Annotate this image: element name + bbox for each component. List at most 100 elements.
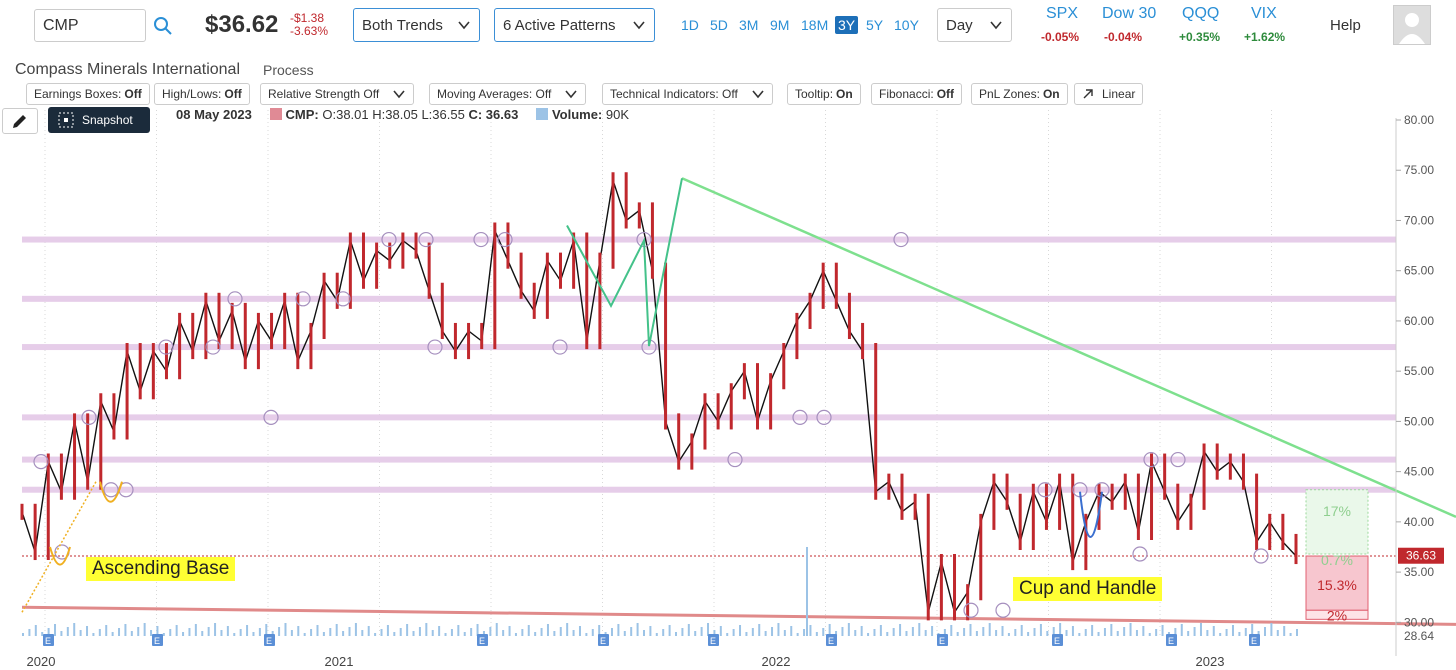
search-icon[interactable] xyxy=(152,15,174,37)
volume-bar xyxy=(860,626,863,636)
chevron-down-icon xyxy=(633,21,645,30)
chevron-down-icon xyxy=(565,90,577,99)
index-vix[interactable]: VIX xyxy=(1251,5,1277,22)
index-dow[interactable]: Dow 30 xyxy=(1102,5,1157,22)
range-5y[interactable]: 5Y xyxy=(866,17,884,33)
ascending-base-cup xyxy=(49,546,71,566)
volume-bar xyxy=(854,630,857,636)
volume-bar xyxy=(143,623,146,636)
earnings-marker xyxy=(264,634,275,646)
volume-bar xyxy=(815,632,818,636)
volume-bar xyxy=(239,629,242,636)
range-9m[interactable]: 9M xyxy=(770,17,790,33)
moving-averages-dropdown[interactable]: Moving Averages: Off xyxy=(429,83,587,105)
volume-bar xyxy=(1084,629,1087,636)
y-tick-label: 70.00 xyxy=(1404,213,1434,227)
avatar[interactable] xyxy=(1393,5,1431,45)
cup-pattern xyxy=(1079,491,1103,538)
chevron-down-icon xyxy=(990,21,1002,30)
earnings-marker-label: E xyxy=(600,636,606,646)
earnings-marker-label: E xyxy=(154,636,160,646)
scale-toggle[interactable]: Linear xyxy=(1074,83,1144,105)
draw-tool-button[interactable] xyxy=(2,108,38,134)
volume-bar xyxy=(975,631,978,636)
volume-bar xyxy=(425,623,428,636)
ticker-search-input[interactable] xyxy=(34,9,146,42)
fibonacci-toggle[interactable]: Fibonacci: Off xyxy=(871,83,963,105)
volume-bar xyxy=(899,624,902,636)
volume-bar xyxy=(450,629,453,636)
volume-bar xyxy=(630,627,633,636)
volume-bar xyxy=(1110,624,1113,636)
range-3m[interactable]: 3M xyxy=(739,17,759,33)
index-spx[interactable]: SPX xyxy=(1046,5,1079,22)
volume-bar xyxy=(1270,623,1273,636)
volume-bar xyxy=(726,633,729,636)
volume-bar xyxy=(642,630,645,636)
pnl-stop-zone xyxy=(1305,609,1369,620)
pivot-marker xyxy=(1143,451,1159,468)
volume-bar xyxy=(950,625,953,636)
volume-bar xyxy=(745,632,748,636)
volume-bar xyxy=(1103,628,1106,636)
pnl-zones-toggle[interactable]: PnL Zones: On xyxy=(971,83,1068,105)
resistance-band xyxy=(22,236,1396,243)
volume-bar xyxy=(796,633,799,636)
volume-bar xyxy=(438,626,441,636)
index-qqq[interactable]: QQQ xyxy=(1182,5,1220,22)
volume-bar xyxy=(1199,623,1202,636)
volume-bar xyxy=(361,630,364,636)
pivot-marker xyxy=(893,231,909,248)
y-min-label: 28.64 xyxy=(1404,629,1434,643)
patterns-dropdown[interactable]: 6 Active Patterns xyxy=(494,8,655,42)
technical-indicators-dropdown[interactable]: Technical Indicators: Off xyxy=(602,83,773,105)
volume-bar xyxy=(399,628,402,636)
price-chart[interactable]: 17% 0.7% 15.3% 2% 80.00 75.00 70.00 65.00 60.00… xyxy=(0,110,1456,670)
volume-spike xyxy=(806,546,808,636)
volume-bar xyxy=(137,627,140,636)
help-link[interactable]: Help xyxy=(1330,17,1361,34)
volume-bar xyxy=(502,630,505,636)
price-change: -$1.38 -3.63% xyxy=(290,11,329,38)
range-10y[interactable]: 10Y xyxy=(894,17,919,33)
volume-bar xyxy=(431,630,434,636)
volume-bar xyxy=(348,627,351,636)
process-link[interactable]: Process xyxy=(263,62,314,78)
volume-bar xyxy=(585,633,588,636)
ascending-base-cup xyxy=(99,481,123,503)
volume-bar xyxy=(290,630,293,636)
interval-dropdown[interactable]: Day xyxy=(937,8,1012,42)
range-1d[interactable]: 1D xyxy=(681,17,699,33)
range-18m[interactable]: 18M xyxy=(801,17,829,33)
volume-bar xyxy=(982,627,985,636)
snapshot-icon xyxy=(58,112,74,128)
high-lows-toggle[interactable]: High/Lows: Off xyxy=(154,83,250,105)
volume-bar xyxy=(412,631,415,636)
trend-dropdown[interactable]: Both Trends xyxy=(353,8,480,42)
earnings-boxes-toggle[interactable]: Earnings Boxes: Off xyxy=(26,83,150,105)
volume-bar xyxy=(73,623,76,636)
volume-bar xyxy=(867,633,870,636)
volume-bar xyxy=(886,632,889,636)
volume-bar xyxy=(758,624,761,636)
pnl-profit-zone xyxy=(1305,489,1369,555)
pivot-marker xyxy=(227,291,243,307)
y-tick-label: 60.00 xyxy=(1404,314,1434,328)
chart-grid xyxy=(44,110,1272,638)
resistance-band xyxy=(22,456,1396,463)
volume-bar xyxy=(335,624,338,636)
tooltip-toggle[interactable]: Tooltip: On xyxy=(787,83,861,105)
volume-bar xyxy=(694,631,697,636)
chevron-down-icon xyxy=(752,90,764,99)
range-5d[interactable]: 5D xyxy=(710,17,728,33)
volume-bar xyxy=(322,632,325,636)
pnl-zone-label: 2% xyxy=(1327,607,1347,623)
range-3y[interactable]: 3Y xyxy=(835,16,859,34)
volume-bar xyxy=(367,626,370,636)
earnings-marker xyxy=(708,634,719,646)
volume-bar xyxy=(393,632,396,636)
volume-bar xyxy=(1174,628,1177,636)
relative-strength-dropdown[interactable]: Relative Strength Off xyxy=(260,83,415,105)
ohlc-readout: 08 May 2023 CMP: O:38.01 H:38.05 L:36.55… xyxy=(176,107,630,122)
snapshot-button[interactable]: Snapshot xyxy=(48,107,150,133)
